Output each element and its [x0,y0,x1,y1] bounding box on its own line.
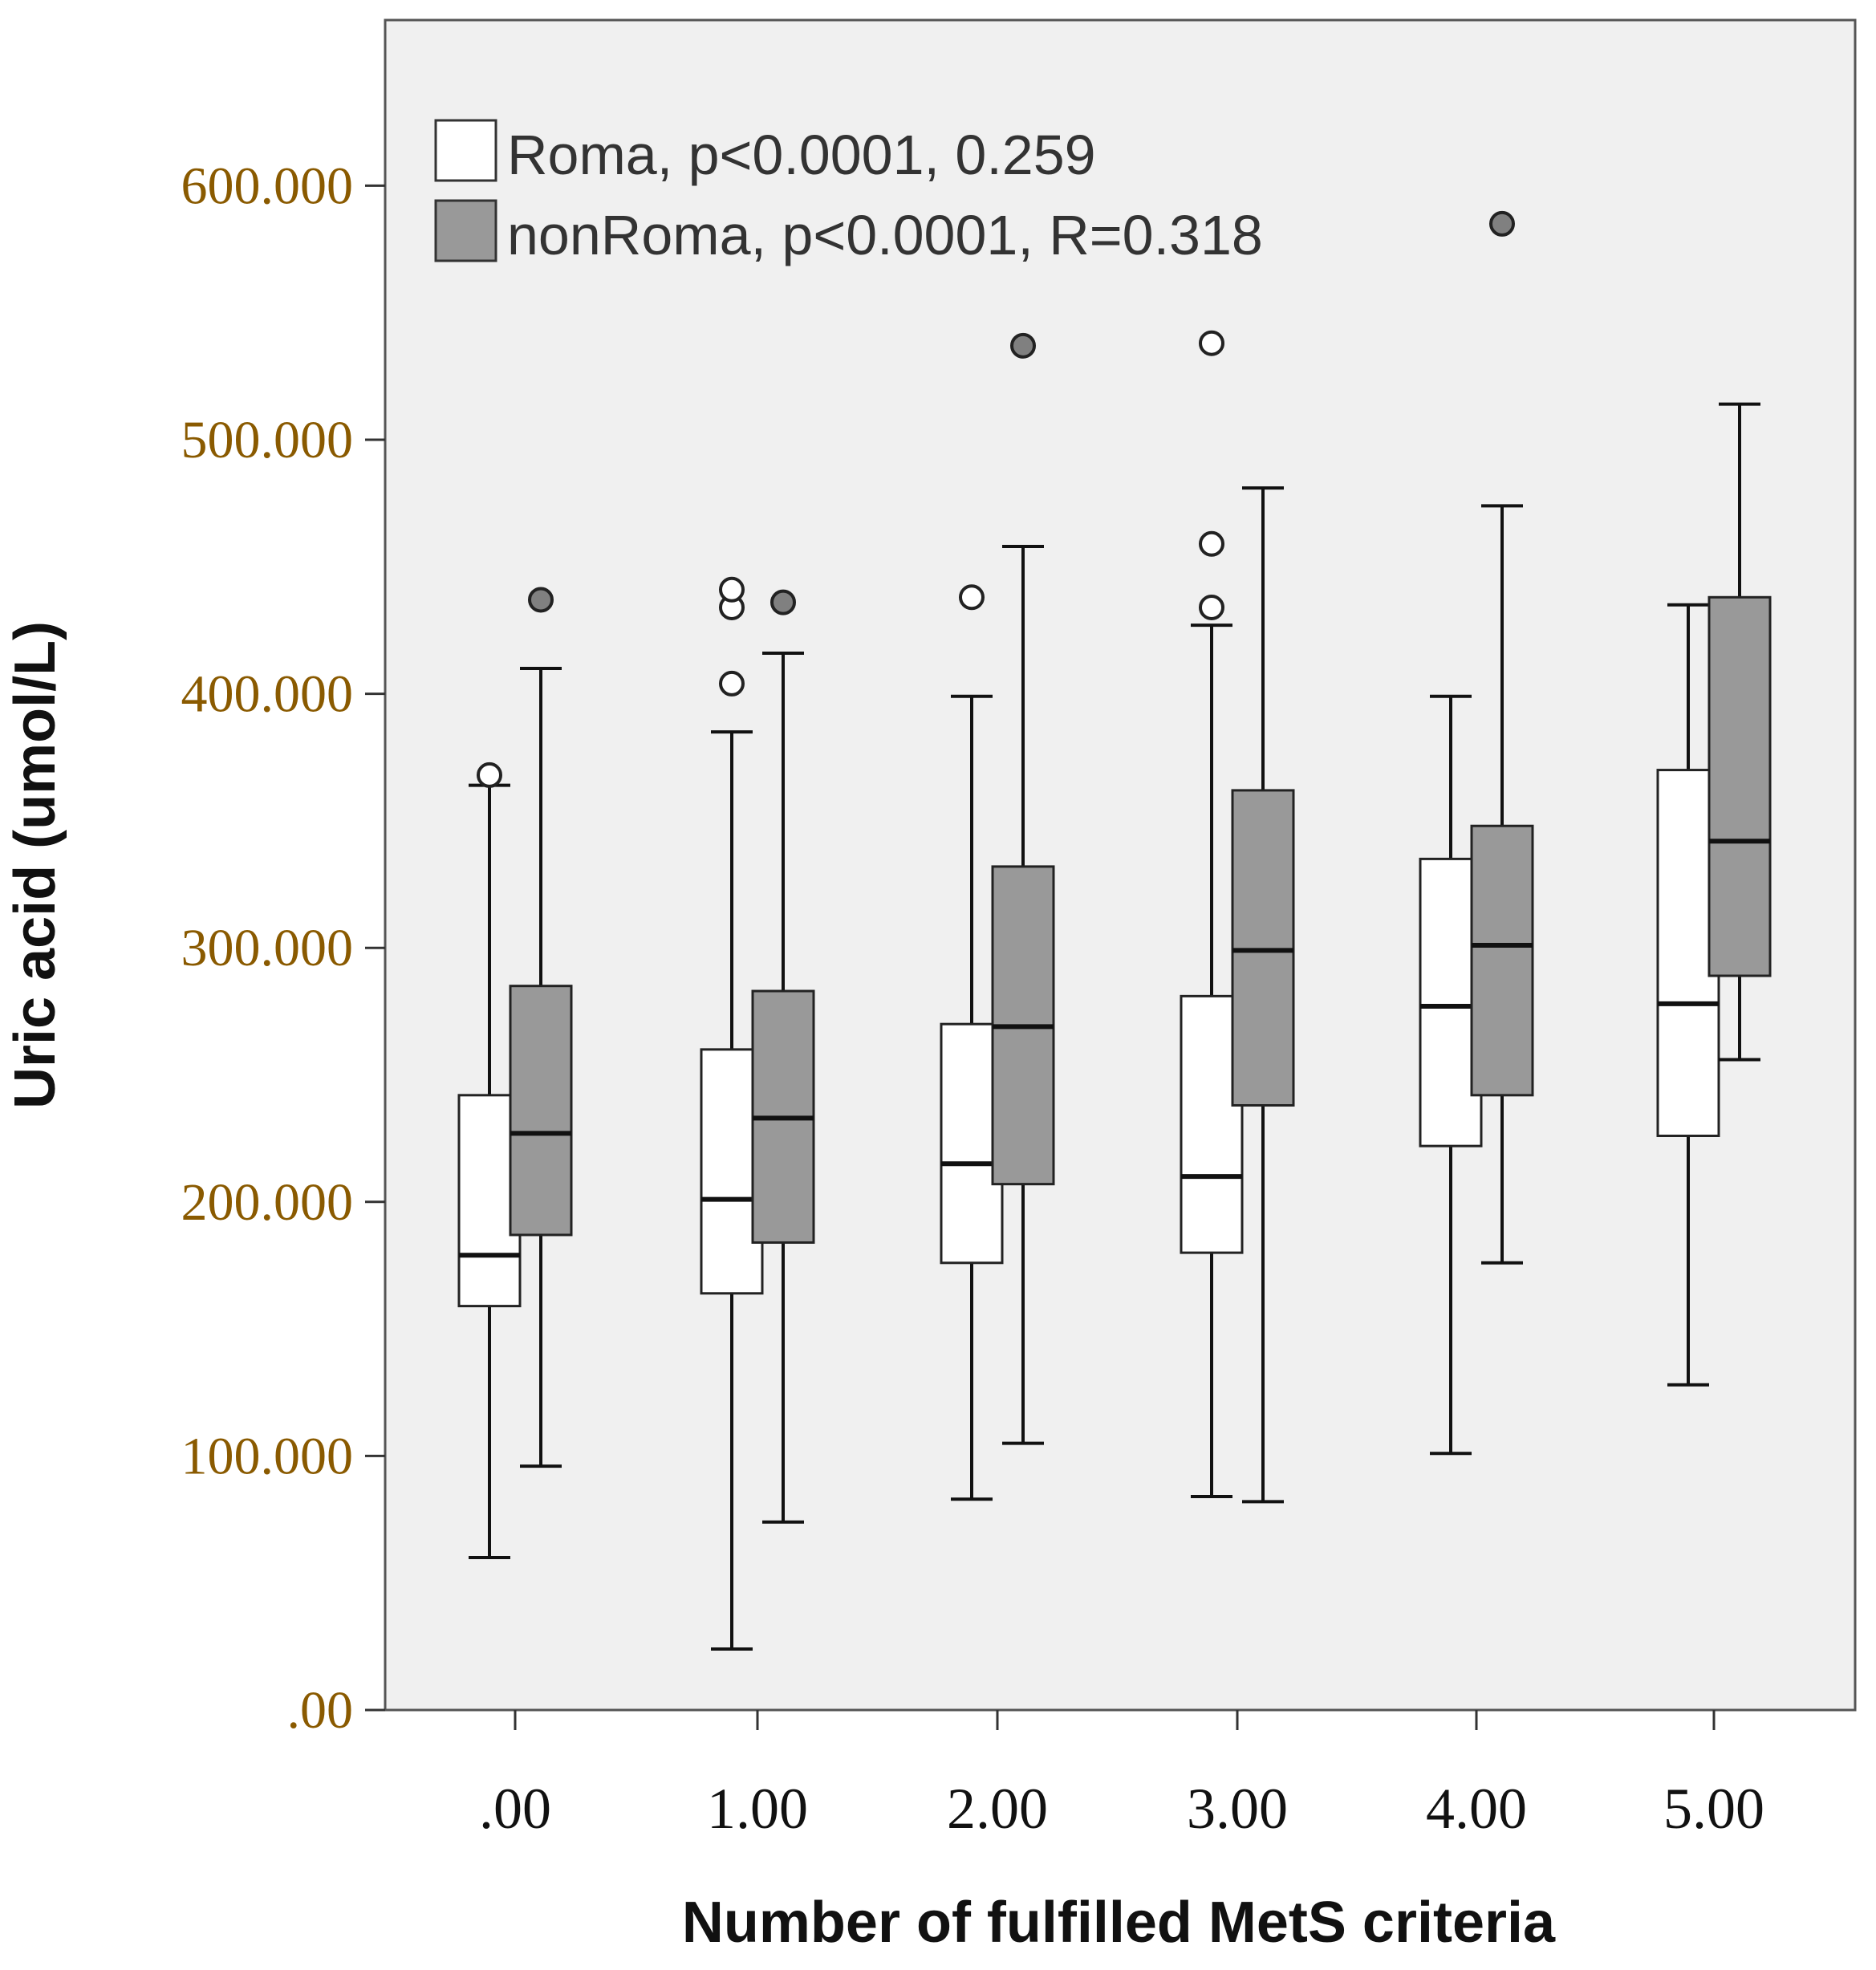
box-group [751,589,815,1524]
legend-label-roma: Roma, p<0.0001, 0.259 [507,124,1096,186]
y-tick-label: 500.000 [181,411,354,469]
outlier-point [528,587,554,613]
legend: Roma, p<0.0001, 0.259 nonRoma, p<0.0001,… [434,119,1263,266]
y-tick-label: 600.000 [181,156,354,215]
legend-swatch-roma [434,119,497,182]
outlier-point [1199,530,1224,557]
y-axis: .00 100.000 200.000 300.000 400.000 500.000 60… [181,156,385,1740]
box-group [700,576,764,1651]
outlier-point [477,762,502,788]
outlier-point [959,584,985,611]
y-tick-label: 400.000 [181,665,354,724]
box [1470,824,1534,1097]
box-group [509,587,573,1468]
y-tick-label: 100.000 [181,1427,354,1485]
legend-swatch-nonroma [434,199,497,262]
outlier-point [1199,594,1224,620]
x-tick-label: 1.00 [707,1777,808,1841]
x-axis-label: Number of fulfilled MetS criteria [682,1891,1556,1955]
box [1707,595,1772,977]
y-axis-label: Uric acid (umol/L) [3,621,67,1109]
y-tick-label: 300.000 [181,919,354,977]
box-group [991,332,1055,1445]
outlier-point [770,589,796,615]
box [1231,789,1295,1107]
x-tick-label: .00 [479,1777,551,1841]
outlier-point [719,576,745,603]
boxes [457,210,1772,1651]
box-group [1470,210,1534,1265]
x-axis: .00 1.00 2.00 3.00 4.00 5.00 [479,1710,1764,1841]
plot-area [384,18,1857,1712]
outlier-point [1199,330,1224,356]
outlier-point [719,670,745,697]
legend-label-nonroma: nonRoma, p<0.0001, R=0.318 [507,204,1263,266]
box [1180,994,1244,1254]
box-group [1231,486,1295,1504]
x-tick-label: 3.00 [1187,1777,1288,1841]
box-group [1707,402,1772,1062]
x-tick-label: 2.00 [947,1777,1048,1841]
x-tick-label: 5.00 [1663,1777,1764,1841]
box-group [940,584,1004,1501]
box [509,985,573,1237]
y-tick-label: .00 [287,1681,354,1740]
x-tick-label: 4.00 [1426,1777,1527,1841]
outlier-point [1010,332,1036,359]
box-group [1180,330,1244,1499]
outlier-point [1489,210,1515,237]
y-tick-label: 200.000 [181,1173,354,1232]
